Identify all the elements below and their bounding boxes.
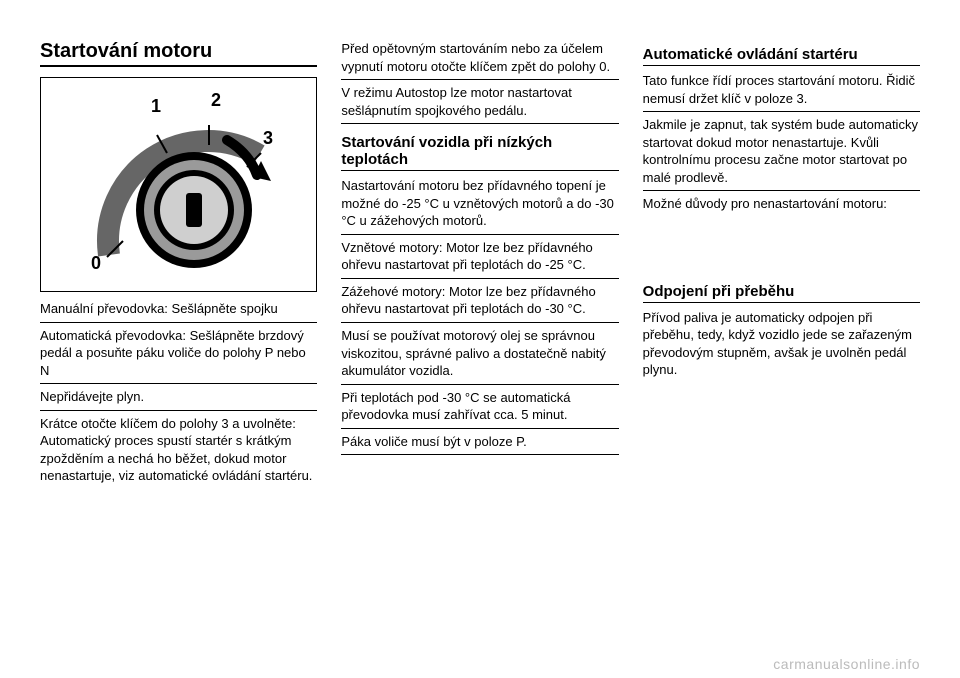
col2-para-6: Musí se používat motorový olej se správn… — [341, 327, 618, 385]
dial-label-0: 0 — [91, 253, 101, 274]
ignition-dial-figure: 0 1 2 3 — [40, 77, 317, 292]
col3-para-4: Přívod paliva je automaticky odpojen při… — [643, 309, 920, 383]
watermark-text: carmanualsonline.info — [773, 656, 920, 672]
column-1: Startování motoru 0 — [40, 40, 317, 658]
dial-label-1: 1 — [151, 96, 161, 117]
col1-para-3: Nepřidávejte plyn. — [40, 388, 317, 411]
col3-para-2: Jakmile je zapnut, tak systém bude autom… — [643, 116, 920, 191]
col1-para-4: Krátce otočte klíčem do polohy 3 a uvoln… — [40, 415, 317, 489]
col1-para-1: Manuální převodovka: Sešlápněte spojku — [40, 300, 317, 323]
col3-subtitle-2: Odpojení při přeběhu — [643, 283, 920, 303]
col3-para-3: Možné důvody pro nenastartování motoru: — [643, 195, 920, 217]
col2-para-7: Při teplotách pod -30 °C se automatická … — [341, 389, 618, 429]
column-3: Automatické ovládání startéru Tato funkc… — [643, 40, 920, 658]
col2-para-3: Nastartování motoru bez přídavného topen… — [341, 177, 618, 235]
column-2: Před opětovným startováním nebo za účele… — [341, 40, 618, 658]
col3-para-1: Tato funkce řídí proces startování motor… — [643, 72, 920, 112]
manual-page: Startování motoru 0 — [0, 0, 960, 678]
dial-label-3: 3 — [263, 128, 273, 149]
col2-para-8: Páka voliče musí být v poloze P. — [341, 433, 618, 456]
section-title: Startování motoru — [40, 40, 317, 67]
col2-para-4: Vznětové motory: Motor lze bez přídavnéh… — [341, 239, 618, 279]
col2-subtitle-1: Startování vozidla při nízkých teplotách — [341, 134, 618, 171]
col1-para-2: Automatická převodovka: Sešlápněte brzdo… — [40, 327, 317, 385]
col2-para-2: V režimu Autostop lze motor nastartovat … — [341, 84, 618, 124]
ignition-dial-svg — [49, 85, 309, 285]
col2-para-5: Zážehové motory: Motor lze bez přídavnéh… — [341, 283, 618, 323]
col3-subtitle-1: Automatické ovládání startéru — [643, 46, 920, 66]
col2-para-1: Před opětovným startováním nebo za účele… — [341, 40, 618, 80]
dial-label-2: 2 — [211, 90, 221, 111]
